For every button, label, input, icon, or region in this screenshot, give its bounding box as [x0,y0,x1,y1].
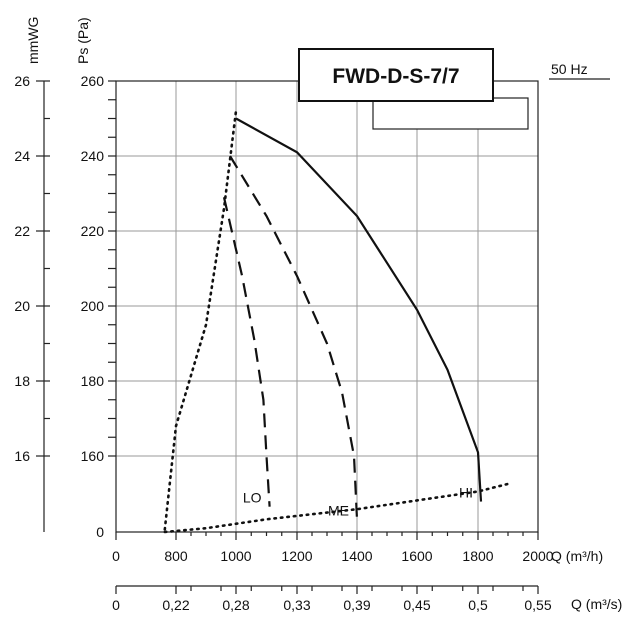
mmwg-tick-label: 16 [14,448,30,464]
series-line [222,197,271,507]
x-axis-title: Q (m³/h) [551,548,603,564]
mmwg-tick-label: 18 [14,373,30,389]
secondary-x-tick-label: 0,5 [468,597,488,613]
secondary-x-tick-label: 0,45 [403,597,430,613]
legend-box [372,97,529,130]
chart-title: FWD-D-S-7/7 [332,65,459,88]
system-curve-line [163,109,238,531]
y-tick-label: 200 [81,298,105,314]
x-axis-secondary-title: Q (m³/s) [571,596,622,612]
secondary-x-tick-label: 0,28 [222,597,249,613]
x-tick-label: 1400 [341,548,372,564]
mmwg-axis-title: mmWG [25,17,41,64]
y-tick-label: 260 [81,73,105,89]
x-tick-label: 2000 [522,548,553,564]
secondary-x-axis: 0 0,22 0,28 0,33 0,39 0,45 0,5 0,55 [112,585,552,613]
series-label: LO [243,490,262,506]
x-tick-label: 0 [112,548,120,564]
mmwg-tick-label: 20 [14,298,30,314]
y-tick-label: 0 [96,524,104,540]
secondary-x-tick-label: 0,39 [343,597,370,613]
title-box [298,48,494,102]
y-tick-label: 220 [81,223,105,239]
frequency-label: 50 Hz [551,61,588,77]
y-tick-label: 160 [81,448,105,464]
series-label: HI [459,485,473,501]
series-line [235,117,483,502]
y-tick-label: 240 [81,148,105,164]
x-tick-label: 1800 [462,548,493,564]
system-curve-line [163,482,510,534]
secondary-x-tick-label: 0 [112,597,120,613]
mmwg-tick-label: 22 [14,223,30,239]
mmwg-tick-label: 26 [14,73,30,89]
secondary-x-tick-label: 0,55 [524,597,551,613]
x-tick-label: 1600 [401,548,432,564]
mmwg-axis: 16 18 20 22 24 26 [14,73,50,532]
grid [116,81,538,532]
secondary-x-tick-label: 0,22 [162,597,189,613]
labels: 0 800 1000 1200 1400 1600 1800 2000 0 160 180 200 22… [81,73,554,564]
mmwg-tick-label: 24 [14,148,30,164]
x-tick-label: 1200 [281,548,312,564]
x-tick-label: 1000 [220,548,251,564]
series-line [229,155,359,520]
series-label: ME [328,502,349,518]
y-tick-label: 180 [81,373,105,389]
secondary-x-tick-label: 0,33 [283,597,310,613]
x-tick-label: 800 [164,548,188,564]
y-axis-title: Ps (Pa) [75,17,91,64]
series [163,109,510,534]
